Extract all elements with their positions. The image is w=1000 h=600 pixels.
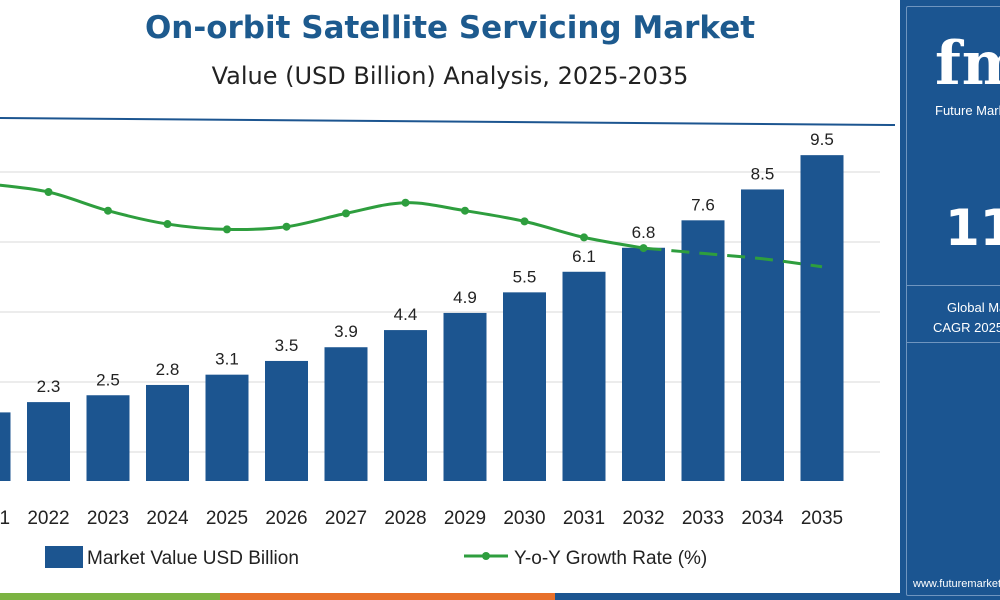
stripe-segment [220, 593, 555, 600]
x-tick-2028: 2028 [384, 508, 426, 529]
data-label-2033: 7.6 [691, 195, 715, 214]
growth-point-2024 [163, 220, 172, 229]
x-tick-2035: 2035 [801, 508, 843, 529]
data-label-2023: 2.5 [96, 370, 120, 389]
website-url: www.futuremarketinsights.com [913, 578, 1000, 590]
growth-line-forecast [643, 246, 823, 269]
data-label-2035: 9.5 [810, 130, 834, 149]
bar-2022 [27, 402, 70, 481]
bar-2023 [86, 395, 130, 481]
x-tick-2021: 2021 [0, 508, 10, 529]
bar-2035 [800, 155, 844, 481]
bar-2034 [741, 189, 784, 481]
bar-2028 [384, 330, 427, 481]
x-tick-2034: 2034 [741, 508, 784, 529]
x-axis-ticks: 2021 2022 2023 2024 2025 2026 2027 2028 2029 2030… [0, 508, 843, 529]
x-tick-2029: 2029 [444, 508, 486, 529]
bar-series [0, 155, 844, 481]
data-label-2027: 3.9 [334, 322, 358, 341]
x-tick-2022: 2022 [27, 508, 69, 529]
bar-2024 [146, 384, 189, 481]
x-tick-2025: 2025 [206, 508, 248, 529]
chart-subtitle: Value (USD Billion) Analysis, 2025-2035 [211, 62, 689, 90]
bar-2025 [205, 374, 249, 481]
brand-name: Future Market Insights [935, 103, 1000, 118]
bar-2029 [443, 312, 487, 481]
growth-point-2032 [639, 244, 648, 253]
data-labels: 02.32.52.83.13.53.94.44.95.56.16.87.68.5… [37, 130, 834, 396]
stripe-segment [555, 593, 900, 600]
x-tick-2030: 2030 [503, 508, 545, 529]
growth-point-2031 [580, 233, 588, 242]
data-label-2029: 4.9 [453, 288, 477, 307]
legend-bar-label: Market Value USD Billion [87, 548, 299, 569]
growth-point-2025 [223, 225, 231, 234]
legend-bar-swatch [45, 546, 83, 568]
brand-sidebar: fmi Future Market Insights 11.7 Global M… [900, 0, 1000, 600]
x-tick-2023: 2023 [87, 508, 129, 529]
bar-2031 [562, 271, 606, 481]
cagr-label-line1: Global Market [947, 300, 1000, 315]
x-tick-2026: 2026 [265, 508, 307, 529]
growth-point-2030 [520, 217, 529, 226]
top-axis-line [0, 117, 896, 126]
x-tick-2033: 2033 [682, 508, 724, 529]
bar-2026 [265, 360, 308, 481]
bar-2030 [503, 292, 546, 481]
growth-point-2029 [461, 206, 469, 215]
bottom-color-stripe [0, 593, 900, 600]
cagr-label-line2: CAGR 2025-2035 [933, 320, 1000, 335]
cagr-value: 11.7 [945, 199, 1000, 257]
data-label-2026: 3.5 [275, 336, 299, 355]
growth-point-2022 [44, 188, 53, 197]
growth-point-2027 [342, 209, 350, 218]
data-label-2024: 2.8 [156, 360, 180, 379]
sidebar-frame: fmi Future Market Insights 11.7 Global M… [906, 6, 1000, 596]
chart-title: On-orbit Satellite Servicing Market [144, 10, 756, 46]
data-label-2028: 4.4 [394, 305, 418, 324]
bar-2032 [622, 247, 665, 481]
data-label-2025: 3.1 [215, 350, 239, 369]
bar-2033 [681, 220, 725, 481]
growth-point-2026 [282, 222, 291, 231]
bar-2021 [0, 412, 11, 481]
data-label-2031: 6.1 [572, 247, 596, 266]
data-label-2034: 8.5 [751, 164, 775, 183]
growth-line-solid [0, 183, 644, 250]
x-tick-2024: 2024 [146, 508, 189, 529]
growth-point-2028 [401, 198, 410, 207]
legend-line-label: Y-o-Y Growth Rate (%) [514, 548, 707, 569]
data-label-2032: 6.8 [632, 223, 656, 242]
growth-line-series [0, 183, 823, 269]
growth-point-2023 [104, 206, 112, 215]
brand-logo: fmi [935, 29, 1000, 99]
sidebar-divider [907, 285, 1000, 286]
bar-2027 [324, 347, 368, 481]
x-tick-2027: 2027 [325, 508, 367, 529]
stripe-segment [0, 593, 220, 600]
legend-line-marker [482, 552, 490, 560]
x-tick-2031: 2031 [563, 508, 605, 529]
data-label-2030: 5.5 [513, 267, 537, 286]
legend: Market Value USD Billion Y-o-Y Growth Ra… [45, 546, 707, 569]
chart-plot: 02.32.52.83.13.53.94.44.95.56.16.87.68.5… [0, 117, 896, 569]
data-label-2022: 2.3 [37, 377, 61, 396]
sidebar-divider [907, 342, 1000, 343]
x-tick-2032: 2032 [622, 508, 664, 529]
